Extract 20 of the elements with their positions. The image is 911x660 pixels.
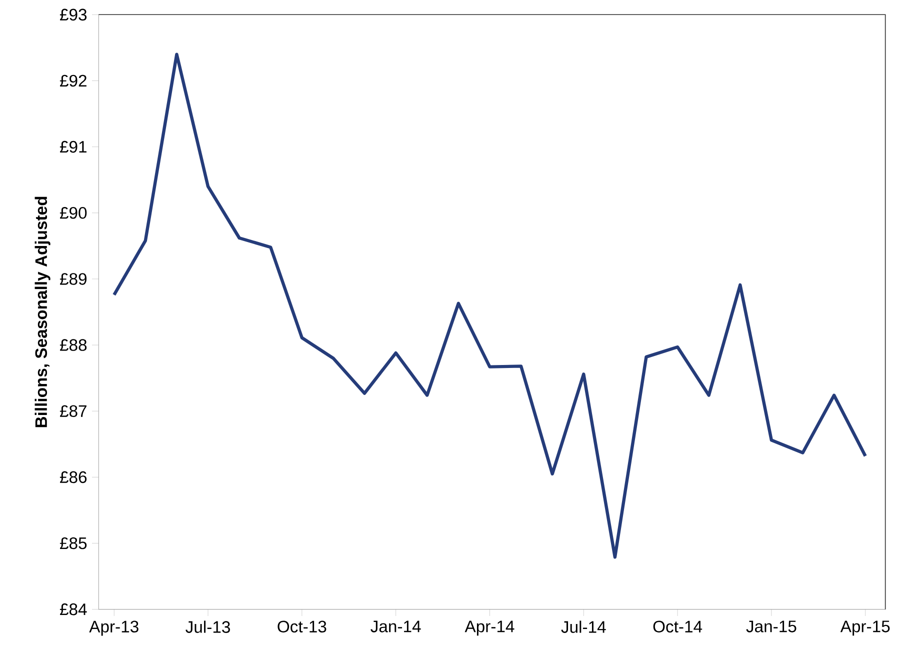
y-tick-label: £86: [60, 471, 87, 484]
y-axis-title: Billions, Seasonally Adjusted: [34, 196, 50, 428]
x-tick-label: Apr-15: [840, 620, 890, 636]
x-tick-label: Jan-15: [746, 620, 796, 632]
y-tick-label: £90: [60, 206, 87, 219]
y-tick-label: £93: [60, 8, 87, 21]
x-tick-label: Oct-14: [653, 620, 702, 632]
y-tick-label: £89: [60, 273, 87, 285]
x-tick-label: Apr-14: [464, 620, 514, 636]
y-tick-label: £92: [60, 74, 86, 87]
x-tick-label: Jul-13: [186, 620, 230, 633]
x-tick-label: Oct-13: [278, 620, 326, 632]
x-tick-label: Apr-13: [89, 620, 138, 636]
y-tick-label: £88: [60, 339, 87, 351]
y-tick-label: £85: [60, 537, 87, 550]
x-tick-label: Jul-14: [561, 620, 606, 633]
y-tick-label: £84: [60, 603, 87, 616]
x-tick-label: Jan-14: [370, 620, 421, 632]
y-tick-label: £91: [60, 140, 86, 153]
y-tick-label: £87: [60, 405, 86, 418]
